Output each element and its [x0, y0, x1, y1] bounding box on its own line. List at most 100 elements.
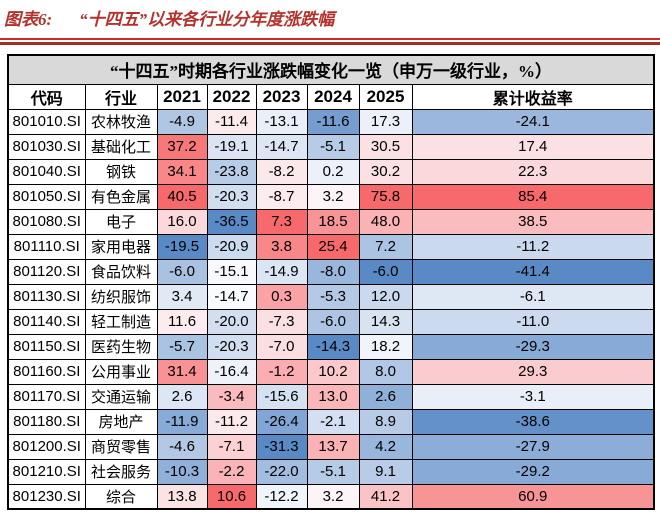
cumulative-value-cell: 85.4 — [411, 183, 655, 210]
year-value-cell: 40.5 — [156, 183, 208, 210]
year-value-cell: 48.0 — [358, 208, 413, 235]
table-row: 801170.SI 交通运输 2.6 -3.4 -15.6 13.0 2.6 -3.1 — [7, 383, 655, 410]
year-value-cell: -8.7 — [255, 183, 308, 210]
year-value-cell: -5.1 — [306, 133, 360, 160]
header-industry: 行业 — [84, 83, 158, 110]
industry-cell: 医药生物 — [84, 333, 158, 360]
cumulative-value-cell: 29.3 — [411, 358, 655, 385]
table-title-row: “十四五”时期各行业涨跌幅变化一览（申万一级行业，%） — [7, 54, 655, 85]
year-value-cell: -2.1 — [306, 408, 360, 435]
year-value-cell: 10.6 — [206, 483, 257, 510]
cumulative-value-cell: 22.3 — [411, 158, 655, 185]
year-value-cell: -14.9 — [255, 258, 308, 285]
year-value-cell: -7.3 — [255, 308, 308, 335]
year-value-cell: 13.8 — [156, 483, 208, 510]
cumulative-value-cell: -27.9 — [411, 433, 655, 460]
code-cell: 801230.SI — [7, 483, 86, 510]
year-value-cell: 30.2 — [358, 158, 413, 185]
header-year-2023: 2023 — [255, 83, 308, 110]
year-value-cell: -5.7 — [156, 333, 208, 360]
figure-title: 图表6: “十四五”以来各行业分年度涨跌幅 — [4, 9, 660, 31]
industry-cell: 纺织服饰 — [84, 283, 158, 310]
year-value-cell: 31.4 — [156, 358, 208, 385]
year-value-cell: -36.5 — [206, 208, 257, 235]
year-value-cell: 2.6 — [156, 383, 208, 410]
table-row: 801230.SI 综合 13.8 10.6 -12.2 3.2 41.2 60.9 — [7, 483, 655, 510]
year-value-cell: -8.2 — [255, 158, 308, 185]
year-value-cell: 13.7 — [306, 433, 360, 460]
table-row: 801120.SI 食品饮料 -6.0 -15.1 -14.9 -8.0 -6.0 -41.4 — [7, 258, 655, 285]
year-value-cell: 41.2 — [358, 483, 413, 510]
year-value-cell: 18.2 — [358, 333, 413, 360]
table-row: 801080.SI 电子 16.0 -36.5 7.3 18.5 48.0 38.5 — [7, 208, 655, 235]
year-value-cell: 2.6 — [358, 383, 413, 410]
year-value-cell: 34.1 — [156, 158, 208, 185]
table-row: 801140.SI 轻工制造 11.6 -20.0 -7.3 -6.0 14.3 -11.0 — [7, 308, 655, 335]
cumulative-value-cell: -24.1 — [411, 108, 655, 135]
cumulative-value-cell: -3.1 — [411, 383, 655, 410]
code-cell: 801080.SI — [7, 208, 86, 235]
industry-cell: 商贸零售 — [84, 433, 158, 460]
industry-cell: 有色金属 — [84, 183, 158, 210]
code-cell: 801120.SI — [7, 258, 86, 285]
year-value-cell: 4.2 — [358, 433, 413, 460]
industry-cell: 基础化工 — [84, 133, 158, 160]
year-value-cell: -10.3 — [156, 458, 208, 485]
year-value-cell: -3.4 — [206, 383, 257, 410]
cumulative-value-cell: -29.3 — [411, 333, 655, 360]
table-row: 801010.SI 农林牧渔 -4.9 -11.4 -13.1 -11.6 17.3 -24.… — [7, 108, 655, 135]
table-row: 801050.SI 有色金属 40.5 -20.3 -8.7 3.2 75.8 85.4 — [7, 183, 655, 210]
year-value-cell: -14.7 — [206, 283, 257, 310]
code-cell: 801110.SI — [7, 233, 86, 260]
year-value-cell: -7.0 — [255, 333, 308, 360]
industry-cell: 综合 — [84, 483, 158, 510]
code-cell: 801150.SI — [7, 333, 86, 360]
cumulative-value-cell: -29.2 — [411, 458, 655, 485]
code-cell: 801210.SI — [7, 458, 86, 485]
year-value-cell: -11.9 — [156, 408, 208, 435]
year-value-cell: -20.3 — [206, 333, 257, 360]
year-value-cell: 13.0 — [306, 383, 360, 410]
year-value-cell: -6.0 — [156, 258, 208, 285]
year-value-cell: -16.4 — [206, 358, 257, 385]
year-value-cell: -11.2 — [206, 408, 257, 435]
industry-cell: 电子 — [84, 208, 158, 235]
table-row: 801110.SI 家用电器 -19.5 -20.9 3.8 25.4 7.2 -11.2 — [7, 233, 655, 260]
year-value-cell: 7.2 — [358, 233, 413, 260]
year-value-cell: -20.9 — [206, 233, 257, 260]
table-row: 801160.SI 公用事业 31.4 -16.4 -1.2 10.2 8.0 29.3 — [7, 358, 655, 385]
table-header-row: 代码 行业 2021 2022 2023 2024 2025 累计收益率 — [7, 83, 655, 110]
figure-number-label: 图表6: — [4, 10, 53, 29]
cumulative-value-cell: -38.6 — [411, 408, 655, 435]
title-divider-thick-rule — [0, 42, 660, 45]
year-value-cell: 18.5 — [306, 208, 360, 235]
year-value-cell: 14.3 — [358, 308, 413, 335]
year-value-cell: -11.6 — [306, 108, 360, 135]
table-row: 801180.SI 房地产 -11.9 -11.2 -26.4 -2.1 8.9 -38.6 — [7, 408, 655, 435]
year-value-cell: -4.9 — [156, 108, 208, 135]
cumulative-value-cell: -11.2 — [411, 233, 655, 260]
year-value-cell: -13.1 — [255, 108, 308, 135]
industry-cell: 房地产 — [84, 408, 158, 435]
table-body: 801010.SI 农林牧渔 -4.9 -11.4 -13.1 -11.6 17.3 -24.… — [7, 108, 655, 510]
year-value-cell: 7.3 — [255, 208, 308, 235]
year-value-cell: -4.6 — [156, 433, 208, 460]
code-cell: 801010.SI — [7, 108, 86, 135]
table-row: 801150.SI 医药生物 -5.7 -20.3 -7.0 -14.3 18.2 -29.3 — [7, 333, 655, 360]
year-value-cell: -8.0 — [306, 258, 360, 285]
industry-returns-table: “十四五”时期各行业涨跌幅变化一览（申万一级行业，%） 代码 行业 2021 2… — [7, 54, 655, 510]
year-value-cell: -5.3 — [306, 283, 360, 310]
year-value-cell: 8.0 — [358, 358, 413, 385]
industry-cell: 农林牧渔 — [84, 108, 158, 135]
year-value-cell: -6.0 — [358, 258, 413, 285]
cumulative-value-cell: 17.4 — [411, 133, 655, 160]
header-cumulative: 累计收益率 — [411, 83, 655, 110]
year-value-cell: -19.1 — [206, 133, 257, 160]
year-value-cell: 3.2 — [306, 483, 360, 510]
code-cell: 801050.SI — [7, 183, 86, 210]
year-value-cell: -1.2 — [255, 358, 308, 385]
year-value-cell: 25.4 — [306, 233, 360, 260]
year-value-cell: -14.7 — [255, 133, 308, 160]
code-cell: 801170.SI — [7, 383, 86, 410]
year-value-cell: 11.6 — [156, 308, 208, 335]
